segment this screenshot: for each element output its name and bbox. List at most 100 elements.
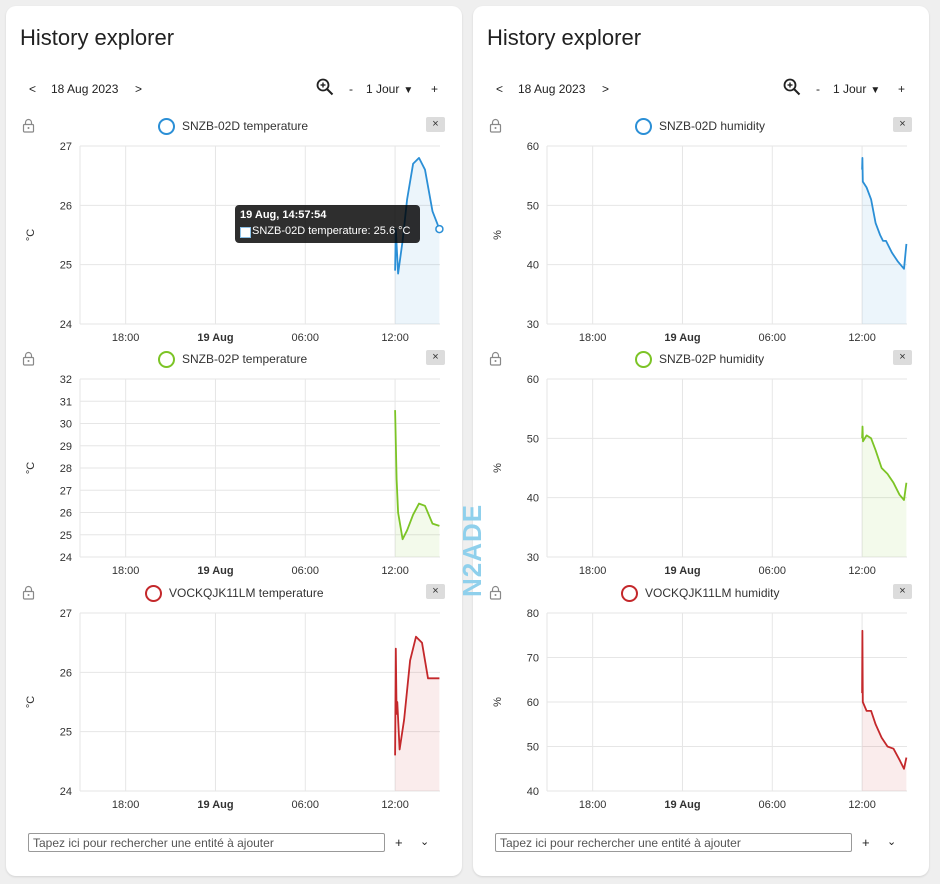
close-chart-button[interactable]: × [426, 350, 445, 365]
chart-tooltip: 19 Aug, 14:57:54 SNZB-02D temperature: 2… [235, 205, 420, 243]
y-tick-label: 24 [60, 786, 72, 798]
entity-search-row: + ⌄ [473, 832, 929, 854]
zoom-icon[interactable] [316, 78, 334, 96]
y-tick-label: 30 [527, 552, 539, 564]
x-tick-label: 18:00 [579, 799, 607, 811]
series-area [862, 426, 907, 557]
watermark-logo: N2ADE [459, 504, 487, 597]
x-tick-label: 12:00 [848, 799, 876, 811]
range-decrease-button[interactable]: - [816, 82, 820, 96]
y-tick-label: 70 [527, 653, 539, 665]
card-title: History explorer [487, 25, 642, 50]
lock-icon[interactable] [22, 585, 35, 605]
y-tick-label: 30 [527, 319, 539, 331]
y-tick-label: 27 [60, 608, 72, 620]
y-tick-label: 26 [60, 508, 72, 520]
entity-search-input[interactable] [495, 833, 852, 852]
add-entity-button[interactable]: + [862, 835, 870, 850]
range-decrease-button[interactable]: - [349, 82, 353, 96]
close-chart-button[interactable]: × [426, 117, 445, 132]
series-area [862, 630, 907, 791]
range-select-value: 1 Jour [366, 82, 400, 96]
range-increase-button[interactable]: + [431, 82, 439, 96]
legend-label: SNZB-02D humidity [659, 119, 766, 133]
chart-snzb-02p-temperature: SNZB-02P temperature × 24 25 26 27 28 29 30 31 3… [6, 350, 462, 584]
plot-area[interactable]: 40 50 60 70 80 18:00 19 Aug 06:00 12:00% [473, 602, 929, 818]
chevron-down-icon[interactable]: ⌄ [887, 836, 897, 848]
range-increase-button[interactable]: + [898, 82, 906, 96]
legend-swatch [635, 351, 652, 368]
y-tick-label: 27 [60, 141, 72, 153]
chevron-down-icon[interactable]: ⌄ [420, 836, 430, 848]
history-card-temperature: History explorer < 18 Aug 2023 > - 1 Jou… [6, 6, 462, 876]
entity-search-input[interactable] [28, 833, 385, 852]
chart-legend[interactable]: VOCKQJK11LM humidity [473, 584, 929, 602]
range-select[interactable]: 1 Jour ▼ [833, 82, 880, 96]
x-tick-label: 06:00 [759, 332, 787, 344]
lock-icon[interactable] [22, 351, 35, 371]
close-chart-button[interactable]: × [426, 584, 445, 599]
x-tick-label: 19 Aug [664, 332, 700, 344]
zoom-icon[interactable] [783, 78, 801, 96]
chart-legend[interactable]: SNZB-02D temperature [6, 117, 462, 135]
lock-icon[interactable] [489, 585, 502, 605]
y-tick-label: 25 [60, 260, 72, 272]
entity-search-row: + ⌄ [6, 832, 462, 854]
plot-area[interactable]: 24 25 26 27 28 29 30 31 32 18:00 19 Aug 06:00 12:00 °… [6, 368, 462, 584]
chart-legend[interactable]: VOCKQJK11LM temperature [6, 584, 462, 602]
y-tick-label: 50 [527, 742, 539, 754]
close-chart-button[interactable]: × [893, 584, 912, 599]
legend-label: SNZB-02D temperature [182, 119, 309, 133]
next-day-button[interactable]: > [135, 82, 143, 96]
y-tick-label: 25 [60, 530, 72, 542]
x-tick-label: 19 Aug [664, 799, 700, 811]
close-chart-button[interactable]: × [893, 350, 912, 365]
tooltip-text: SNZB-02D temperature: 25.6 °C [252, 225, 411, 237]
y-tick-label: 40 [527, 786, 539, 798]
chart-legend[interactable]: SNZB-02P temperature [6, 350, 462, 368]
y-tick-label: 50 [527, 433, 539, 445]
tooltip-swatch [240, 227, 251, 238]
y-tick-label: 31 [60, 396, 72, 408]
range-select[interactable]: 1 Jour ▼ [366, 82, 413, 96]
legend-swatch [635, 118, 652, 135]
close-chart-button[interactable]: × [893, 117, 912, 132]
y-tick-label: 60 [527, 141, 539, 153]
next-day-button[interactable]: > [602, 82, 610, 96]
x-tick-label: 06:00 [759, 799, 787, 811]
plot-area[interactable]: 30 40 50 60 18:00 19 Aug 06:00 12:00% [473, 368, 929, 584]
chart-legend[interactable]: SNZB-02P humidity [473, 350, 929, 368]
x-tick-label: 06:00 [759, 565, 787, 577]
y-tick-label: 28 [60, 463, 72, 475]
lock-icon[interactable] [22, 118, 35, 138]
legend-label: VOCKQJK11LM humidity [645, 586, 780, 600]
x-tick-label: 19 Aug [197, 332, 233, 344]
plot-area[interactable]: 30 40 50 60 18:00 19 Aug 06:00 12:00% [473, 135, 929, 351]
y-tick-label: 50 [527, 200, 539, 212]
lock-icon[interactable] [489, 118, 502, 138]
y-axis-unit: % [492, 697, 504, 707]
add-entity-button[interactable]: + [395, 835, 403, 850]
x-tick-label: 12:00 [381, 799, 409, 811]
y-axis-unit: °C [25, 229, 37, 241]
x-tick-label: 19 Aug [197, 565, 233, 577]
chart-legend[interactable]: SNZB-02D humidity [473, 117, 929, 135]
y-tick-label: 40 [527, 493, 539, 505]
legend-label: SNZB-02P humidity [659, 352, 765, 366]
y-tick-label: 60 [527, 374, 539, 386]
y-tick-label: 26 [60, 200, 72, 212]
y-tick-label: 24 [60, 552, 72, 564]
date-label[interactable]: 18 Aug 2023 [51, 82, 119, 96]
date-label[interactable]: 18 Aug 2023 [518, 82, 586, 96]
toolbar: < 18 Aug 2023 > - 1 Jour ▼ + [6, 78, 462, 102]
lock-icon[interactable] [489, 351, 502, 371]
series-area [395, 636, 440, 791]
y-tick-label: 26 [60, 667, 72, 679]
hover-point [435, 224, 444, 234]
plot-area[interactable]: 24 25 26 27 18:00 19 Aug 06:00 12:00 °C [6, 135, 462, 351]
prev-day-button[interactable]: < [496, 82, 504, 96]
x-tick-label: 12:00 [381, 565, 409, 577]
prev-day-button[interactable]: < [29, 82, 37, 96]
legend-swatch [158, 118, 175, 135]
plot-area[interactable]: 24 25 26 27 18:00 19 Aug 06:00 12:00 °C [6, 602, 462, 818]
